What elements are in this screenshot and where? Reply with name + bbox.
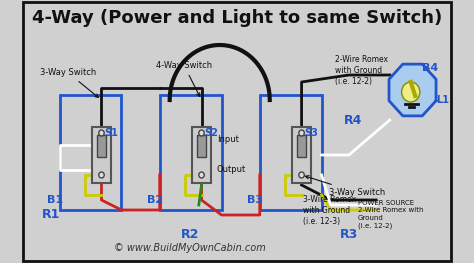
Circle shape [199, 130, 204, 136]
Text: B3: B3 [247, 195, 263, 205]
Text: S3: S3 [304, 128, 318, 138]
Text: 4-Way Switch: 4-Way Switch [156, 61, 212, 97]
Text: 3-Way Switch: 3-Way Switch [40, 68, 99, 98]
Text: B1: B1 [47, 195, 63, 205]
Circle shape [199, 172, 204, 178]
Text: R3: R3 [340, 229, 358, 241]
Circle shape [99, 130, 104, 136]
Text: Input: Input [217, 135, 239, 144]
Text: Output: Output [217, 165, 246, 174]
Circle shape [99, 172, 104, 178]
Circle shape [299, 130, 304, 136]
Text: © www.BuildMyOwnCabin.com: © www.BuildMyOwnCabin.com [114, 243, 265, 253]
Bar [160, 95, 221, 210]
Bar [192, 127, 210, 183]
Text: R1: R1 [41, 209, 60, 221]
Circle shape [299, 172, 304, 178]
Text: 4-Way (Power and Light to same Switch): 4-Way (Power and Light to same Switch) [32, 9, 442, 27]
Text: R2: R2 [181, 229, 199, 241]
Text: 3-Wire Romex
with Ground
(i.e. 12-3): 3-Wire Romex with Ground (i.e. 12-3) [303, 195, 356, 226]
Bar [92, 127, 110, 183]
Text: 3-Way Switch: 3-Way Switch [305, 176, 385, 197]
Bar [260, 95, 321, 210]
Text: POWER SOURCE
2-Wire Romex with
Ground
(i.e. 12-2): POWER SOURCE 2-Wire Romex with Ground (i… [358, 200, 423, 229]
Polygon shape [389, 64, 436, 116]
Text: R4: R4 [344, 114, 363, 127]
Text: B2: B2 [147, 195, 163, 205]
Circle shape [401, 82, 420, 102]
Text: S1: S1 [104, 128, 118, 138]
Text: B4: B4 [422, 63, 438, 73]
Bar [97, 135, 106, 157]
Text: L1: L1 [436, 95, 449, 105]
Bar [297, 135, 306, 157]
Bar [197, 135, 206, 157]
Text: S2: S2 [204, 128, 218, 138]
Bar [292, 127, 310, 183]
Bar [60, 95, 121, 210]
Text: 2-Wire Romex
with Ground
(i.e. 12-2): 2-Wire Romex with Ground (i.e. 12-2) [335, 55, 388, 86]
